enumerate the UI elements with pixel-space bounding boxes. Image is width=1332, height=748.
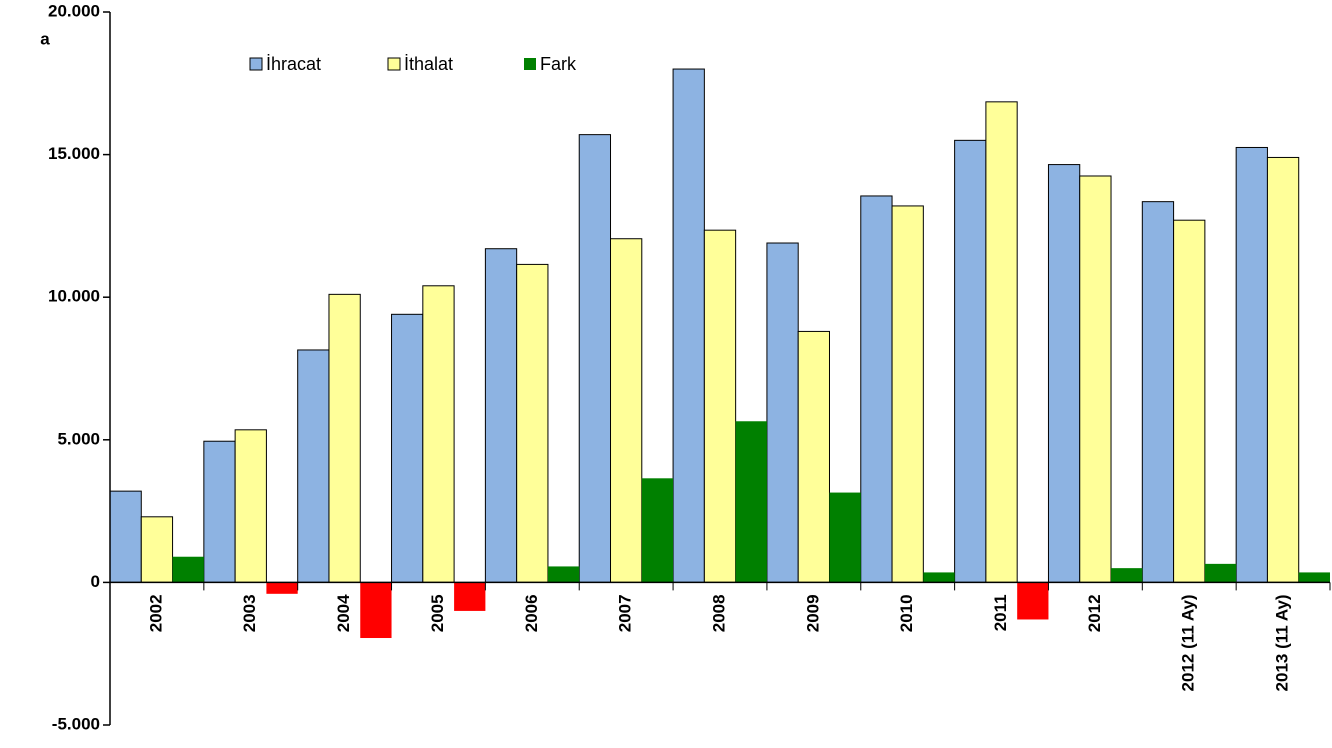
bar	[391, 313, 424, 583]
bar	[422, 285, 455, 583]
x-tick-label: 2013 (11 Ay)	[1273, 594, 1292, 691]
x-tick-label: 2008	[709, 594, 728, 632]
bar	[1204, 563, 1237, 583]
bar	[516, 263, 549, 583]
x-tick-label: 2007	[616, 594, 635, 632]
bar	[454, 582, 486, 611]
bar	[610, 238, 643, 583]
y-tick-label: -5.000	[52, 714, 100, 733]
bar	[985, 101, 1018, 583]
bar	[797, 330, 830, 583]
bar	[766, 242, 799, 583]
bar	[923, 572, 955, 583]
bar	[1235, 146, 1268, 583]
bar	[203, 440, 236, 583]
bar	[672, 68, 705, 583]
x-tick-label: 2006	[522, 594, 541, 632]
x-tick-label: 2004	[334, 594, 353, 632]
bar	[484, 248, 518, 583]
y-tick-label: 15.000	[48, 144, 100, 163]
bar	[641, 478, 674, 583]
bar	[860, 195, 893, 583]
y-tick-label: 10.000	[48, 287, 100, 306]
y-tick-label: 20.000	[48, 1, 100, 20]
bar	[891, 205, 924, 583]
x-tick-label: 2012	[1085, 594, 1104, 632]
y-tick-label: 0	[91, 572, 100, 591]
legend-swatch	[387, 57, 401, 71]
bar	[1047, 164, 1081, 583]
x-tick-label: 2009	[803, 594, 822, 632]
bar	[172, 556, 204, 583]
bar	[703, 229, 737, 583]
x-tick-label: 2005	[428, 594, 447, 632]
bar	[297, 349, 330, 583]
bar	[140, 516, 174, 583]
bar	[735, 421, 767, 583]
legend-label: İthalat	[404, 54, 453, 74]
bar	[1079, 175, 1112, 583]
bar	[266, 582, 298, 594]
y-axis-label: a	[40, 29, 50, 48]
bar	[829, 492, 861, 583]
bar	[1266, 156, 1300, 583]
legend-label: Fark	[540, 54, 577, 74]
y-tick-label: 5.000	[57, 429, 100, 448]
x-tick-label: 2012 (11 Ay)	[1179, 594, 1198, 691]
bar	[954, 139, 987, 583]
bar	[1141, 201, 1175, 583]
bar	[547, 566, 580, 583]
x-tick-label: 2011	[991, 594, 1010, 631]
bar	[328, 293, 361, 583]
legend-swatch	[249, 57, 263, 71]
x-tick-label: 2003	[240, 594, 259, 632]
bar	[1173, 219, 1206, 583]
bar	[360, 582, 392, 639]
legend-swatch	[524, 58, 536, 70]
bar	[234, 429, 267, 583]
legend-label: İhracat	[266, 54, 321, 74]
x-tick-label: 2002	[146, 594, 165, 632]
bar	[109, 490, 142, 583]
bar	[1298, 572, 1330, 583]
bar	[1017, 582, 1049, 620]
x-tick-label: 2010	[897, 594, 916, 632]
bar	[1111, 568, 1143, 583]
bar	[578, 134, 612, 583]
